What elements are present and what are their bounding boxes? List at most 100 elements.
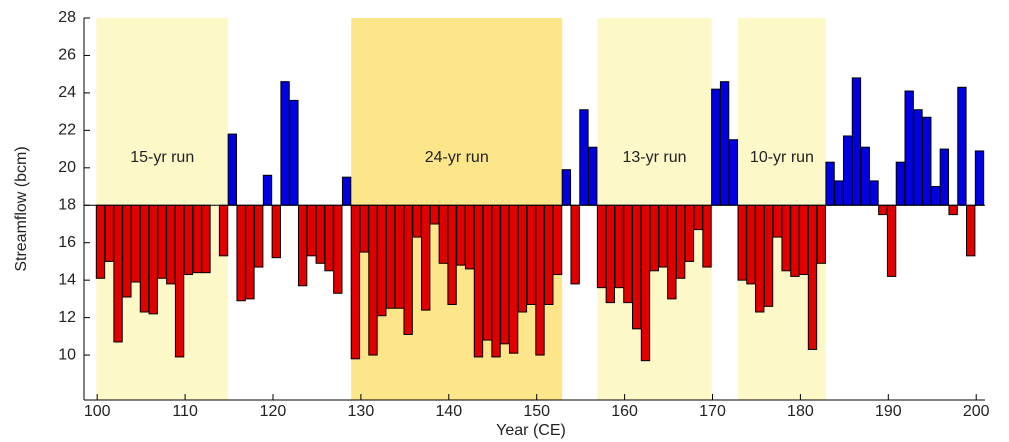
bar	[948, 204, 958, 216]
bar	[491, 204, 501, 358]
y-tick-label: 24	[58, 84, 76, 101]
bar	[95, 204, 106, 279]
bar	[183, 204, 194, 276]
y-tick-label: 18	[58, 196, 76, 213]
bar	[728, 139, 739, 206]
bar	[605, 204, 615, 304]
x-tick-label: 160	[611, 403, 638, 420]
bar	[359, 204, 369, 253]
bar	[350, 204, 361, 360]
y-tick-label: 12	[58, 309, 76, 326]
bar	[104, 204, 114, 262]
bar	[122, 204, 132, 298]
bar	[588, 146, 598, 206]
bar	[552, 204, 563, 276]
bar	[904, 90, 914, 206]
bar	[130, 204, 141, 283]
x-tick-label: 180	[787, 403, 814, 420]
run-label: 10-yr run	[750, 149, 814, 166]
bar	[842, 135, 853, 206]
bar	[790, 204, 800, 277]
bar	[711, 88, 721, 206]
bar	[438, 204, 448, 264]
bar	[227, 133, 238, 206]
bar	[482, 204, 492, 341]
bar	[473, 204, 484, 358]
bar	[341, 176, 352, 206]
bar	[860, 146, 870, 206]
bar	[799, 204, 809, 276]
bar	[886, 204, 897, 277]
bar	[526, 204, 536, 305]
bar	[746, 204, 756, 285]
bar	[245, 204, 255, 300]
bar	[113, 204, 123, 343]
x-tick-label: 150	[523, 403, 550, 420]
bar	[421, 204, 431, 311]
x-tick-label: 110	[172, 403, 198, 420]
y-tick-label: 26	[58, 47, 76, 64]
bar	[579, 109, 589, 206]
bar	[772, 204, 783, 238]
bar	[333, 204, 343, 294]
y-tick-label: 10	[58, 346, 76, 363]
x-tick-label: 100	[84, 403, 111, 420]
x-tick-label: 170	[699, 403, 726, 420]
run-label: 15-yr run	[130, 149, 194, 166]
bar	[816, 204, 826, 264]
bar	[544, 204, 554, 305]
bar	[649, 204, 659, 272]
bar	[280, 81, 290, 206]
bar	[464, 204, 475, 270]
bar	[957, 86, 967, 206]
bar	[693, 204, 703, 231]
bar	[394, 204, 405, 309]
bar	[271, 204, 281, 259]
bar	[429, 204, 440, 225]
bar	[166, 204, 176, 285]
bar	[632, 204, 642, 330]
bar	[517, 204, 528, 313]
bar	[834, 180, 844, 206]
bar	[763, 204, 774, 307]
bar	[922, 116, 932, 206]
bar	[500, 204, 510, 345]
bar	[737, 204, 747, 281]
bar	[781, 204, 791, 272]
bar	[913, 109, 923, 206]
bar	[192, 204, 202, 274]
x-tick-label: 140	[435, 403, 462, 420]
bar	[570, 204, 580, 285]
bar	[254, 204, 264, 268]
bar	[218, 204, 229, 257]
y-tick-label: 14	[58, 271, 76, 288]
bar	[966, 204, 976, 257]
run-label: 24-yr run	[425, 149, 489, 166]
bar	[807, 204, 818, 350]
bar	[377, 204, 387, 317]
bar	[403, 204, 413, 335]
bar	[640, 204, 651, 362]
bar	[930, 186, 941, 206]
bar	[825, 161, 835, 206]
bar	[201, 204, 211, 274]
bar	[306, 204, 317, 257]
bar	[324, 204, 334, 272]
y-tick-label: 22	[58, 122, 76, 139]
x-tick-label: 130	[348, 403, 375, 420]
x-tick-label: 120	[260, 403, 287, 420]
bar	[262, 174, 273, 206]
bar	[974, 150, 985, 206]
y-tick-label: 16	[58, 234, 76, 251]
bar	[174, 204, 185, 358]
bar	[658, 204, 668, 268]
bar	[315, 204, 325, 264]
bar	[508, 204, 519, 354]
bar	[667, 204, 677, 300]
y-axis-label: Streamflow (bcm)	[13, 146, 30, 271]
y-tick-label: 20	[58, 159, 76, 176]
bar	[148, 204, 158, 315]
x-axis-label: Year (CE)	[496, 422, 566, 439]
y-tick-label: 28	[58, 9, 76, 26]
